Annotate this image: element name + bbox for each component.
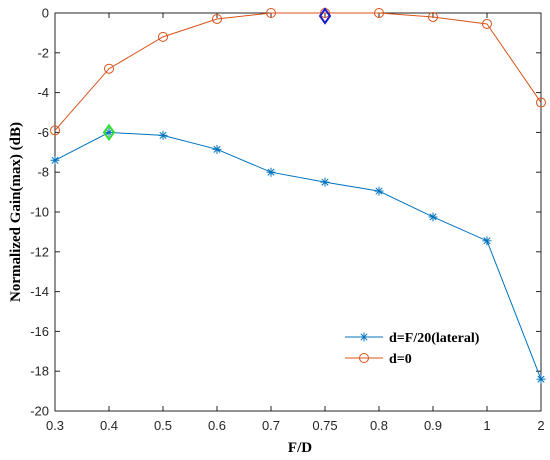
data-point bbox=[374, 8, 384, 18]
data-point bbox=[50, 125, 60, 136]
y-tick-label: 0 bbox=[42, 6, 49, 21]
x-tick-label: 1 bbox=[483, 418, 490, 433]
data-point bbox=[536, 374, 546, 384]
y-tick-label: -2 bbox=[37, 45, 49, 60]
x-axis-label: F/D bbox=[288, 440, 312, 456]
legend-label: d=F/20(lateral) bbox=[389, 331, 480, 346]
series-line bbox=[54, 131, 542, 380]
x-tick-label: 0.3 bbox=[46, 418, 64, 433]
highlight-layer bbox=[102, 7, 332, 142]
marker-stroke bbox=[360, 333, 368, 341]
marker-stroke bbox=[51, 156, 59, 164]
legend-item-2: d=0 bbox=[345, 352, 412, 367]
marker-stroke bbox=[429, 213, 437, 221]
legend-item-1: d=F/20(lateral) bbox=[345, 331, 480, 346]
y-tick-label: -6 bbox=[37, 125, 49, 140]
marker-stroke bbox=[483, 237, 491, 245]
x-tick-label: 0.75 bbox=[312, 418, 337, 433]
legend-marker bbox=[359, 332, 369, 342]
data-point bbox=[266, 167, 276, 177]
y-axis-label: Normalized Gain(max) (dB) bbox=[8, 122, 24, 302]
x-tick-label: 0.7 bbox=[262, 418, 280, 433]
data-point bbox=[104, 63, 114, 74]
marker-stroke bbox=[213, 145, 221, 153]
data-point bbox=[212, 144, 222, 154]
marker-stroke bbox=[267, 168, 275, 176]
marker-stroke bbox=[105, 128, 113, 136]
marker-stroke bbox=[159, 131, 167, 139]
data-point bbox=[482, 236, 492, 246]
data-point bbox=[536, 97, 546, 108]
x-tick-label: 0.5 bbox=[154, 418, 172, 433]
y-tick-label: -14 bbox=[30, 284, 49, 299]
series-1 bbox=[50, 127, 546, 384]
data-point bbox=[266, 8, 276, 18]
data-point bbox=[428, 212, 438, 222]
highlight-diamond-marker bbox=[102, 123, 116, 142]
legend-label: d=0 bbox=[389, 352, 412, 367]
data-point bbox=[482, 18, 492, 29]
y-tick-label: -8 bbox=[37, 165, 49, 180]
data-point bbox=[104, 127, 114, 137]
highlight-diamond-marker bbox=[318, 7, 332, 25]
data-point bbox=[158, 130, 168, 140]
legend: d=F/20(lateral) d=0 bbox=[345, 331, 480, 367]
series-line bbox=[54, 12, 542, 131]
axes: 0 -2 -4 -6 -8 -10 -12 -14 -16 -18 -200.3 0.4 0.5 0.6 0… bbox=[30, 6, 544, 434]
data-point bbox=[428, 11, 438, 22]
data-point bbox=[158, 31, 168, 42]
series-2 bbox=[50, 8, 546, 136]
legend-marker bbox=[359, 353, 369, 363]
marker-stroke bbox=[537, 375, 545, 383]
marker-stroke bbox=[321, 178, 329, 186]
x-tick-label: 2 bbox=[537, 418, 544, 433]
y-tick-label: -12 bbox=[30, 244, 49, 259]
marker-stroke bbox=[375, 187, 383, 195]
series-layer bbox=[50, 8, 546, 384]
x-tick-label: 0.9 bbox=[424, 418, 442, 433]
y-tick-label: -16 bbox=[30, 324, 49, 339]
x-tick-label: 0.6 bbox=[208, 418, 226, 433]
y-tick-label: -20 bbox=[30, 404, 49, 419]
x-tick-label: 0.8 bbox=[370, 418, 388, 433]
data-point bbox=[212, 13, 222, 24]
data-point bbox=[50, 155, 60, 165]
data-point bbox=[320, 177, 330, 187]
data-point bbox=[374, 186, 384, 196]
y-tick-label: -18 bbox=[30, 364, 49, 379]
y-tick-label: -10 bbox=[30, 205, 49, 220]
y-tick-label: -4 bbox=[37, 85, 49, 100]
x-tick-label: 0.4 bbox=[100, 418, 118, 433]
